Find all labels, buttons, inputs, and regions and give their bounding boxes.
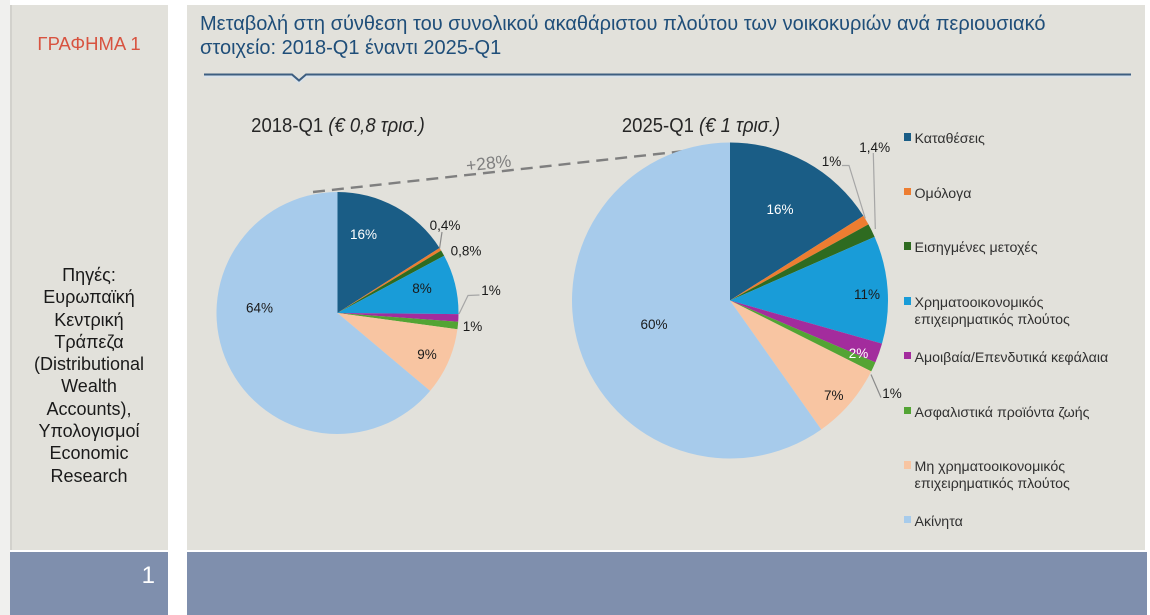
- svg-text:16%: 16%: [766, 202, 793, 217]
- svg-text:0,4%: 0,4%: [430, 218, 461, 233]
- svg-text:1%: 1%: [882, 386, 902, 401]
- svg-text:16%: 16%: [350, 227, 377, 242]
- svg-text:1%: 1%: [481, 283, 501, 298]
- svg-text:60%: 60%: [640, 317, 667, 332]
- svg-text:2%: 2%: [849, 346, 869, 361]
- svg-text:1%: 1%: [822, 154, 842, 169]
- svg-text:11%: 11%: [854, 287, 880, 302]
- svg-text:64%: 64%: [246, 301, 273, 316]
- svg-text:1,4%: 1,4%: [859, 140, 890, 155]
- svg-text:8%: 8%: [412, 281, 432, 296]
- svg-text:1%: 1%: [463, 319, 483, 334]
- svg-text:7%: 7%: [824, 388, 844, 403]
- svg-text:9%: 9%: [417, 347, 437, 362]
- svg-text:0,8%: 0,8%: [451, 244, 482, 259]
